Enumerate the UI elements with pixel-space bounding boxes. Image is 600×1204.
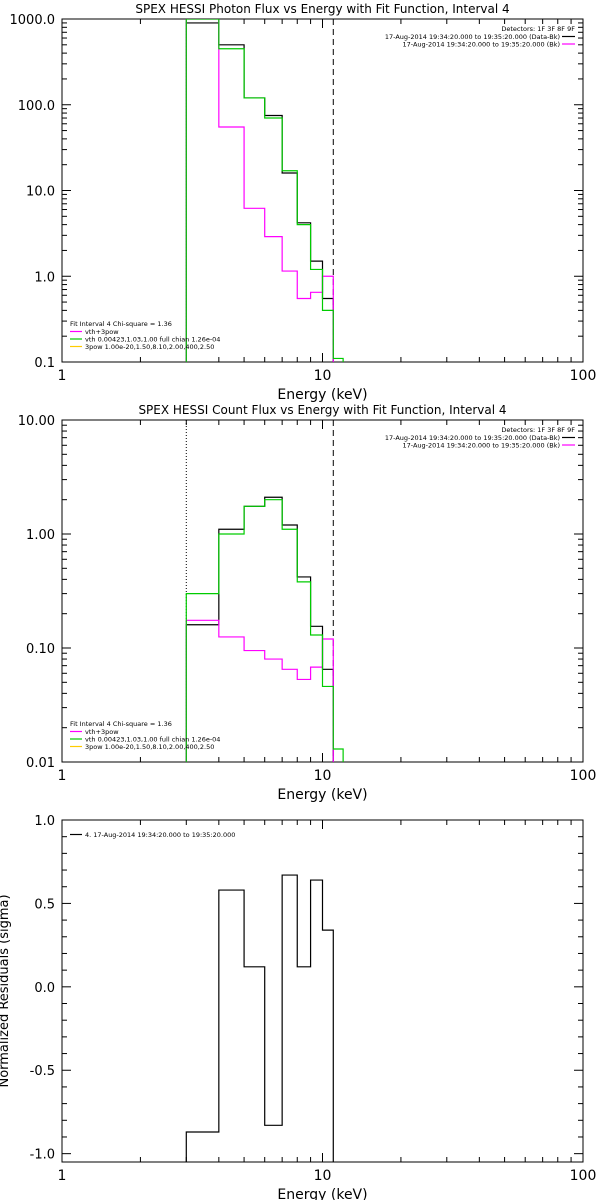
y-tick-label: 0.0 [34, 981, 55, 996]
legend-entry: 17-Aug-2014 19:34:20.000 to 19:35:20.000… [403, 442, 560, 450]
y-tick-label: 1.0 [34, 270, 55, 285]
x-tick-label: 100 [570, 768, 597, 784]
y-tick-label: 0.01 [26, 756, 55, 771]
legend-detectors: Detectors: 1F 3F 8F 9F [501, 25, 575, 33]
y-tick-label: 10.0 [26, 185, 55, 200]
x-tick-label: 100 [570, 368, 597, 384]
y-tick-label: 0.1 [34, 356, 55, 371]
series-line-1 [185, 874, 334, 1162]
series-line-3 [185, 499, 344, 762]
x-tick-label: 10 [314, 368, 332, 384]
y-tick-label: 0.10 [26, 642, 55, 657]
y-tick-label: 10.00 [18, 414, 55, 429]
y-tick-label: 1.00 [26, 528, 55, 543]
series-line-1 [185, 496, 334, 762]
y-tick-label: 1.0 [34, 814, 55, 829]
legend-entry: 3pow 1.00e-20,1.50,8.10,2.00,400,2.50 [85, 343, 214, 351]
y-axis-label: Normalized Residuals (sigma) [0, 894, 12, 1087]
legend-entry: vth 0.00423,1.03,1.00 full chian 1.26e-0… [85, 736, 220, 744]
legend-entry: 17-Aug-2014 19:34:20.000 to 19:35:20.000… [403, 41, 560, 49]
panel-2: SPEX HESSI Count Flux vs Energy with Fit… [18, 403, 597, 803]
legend-entry: vth+3pow [85, 328, 119, 336]
series-group [185, 496, 344, 762]
series-group [185, 874, 334, 1162]
series-line-3 [185, 19, 344, 362]
x-axis-label: Energy (keV) [277, 787, 367, 803]
x-tick-label: 1 [58, 768, 67, 784]
y-tick-label: -0.5 [30, 1064, 55, 1079]
panel-3: 1 10 100 Energy (keV) -1.0 -0.5 0.0 0.5 1.0 Norma… [0, 814, 597, 1203]
x-axis-label: Energy (keV) [277, 387, 367, 403]
x-tick-label: 10 [314, 768, 332, 784]
legend-entry: vth 0.00423,1.03,1.00 full chian 1.26e-0… [85, 336, 220, 344]
y-tick-label: 1000.0 [10, 13, 56, 28]
legend-fit-header: Fit Interval 4 Chi-square = 1.36 [70, 720, 172, 728]
x-tick-label: 1 [58, 368, 67, 384]
legend-entry: vth+3pow [85, 728, 119, 736]
x-tick-label: 100 [570, 1168, 597, 1184]
x-tick-label: 10 [314, 1168, 332, 1184]
series-group [185, 19, 344, 362]
plot-frame [61, 819, 584, 1163]
chart-title: SPEX HESSI Photon Flux vs Energy with Fi… [135, 2, 509, 16]
y-tick-label: -1.0 [30, 1148, 55, 1163]
legend-entry: 3pow 1.00e-20,1.50,8.10,2.00,400,2.50 [85, 743, 214, 751]
legend-entry: 17-Aug-2014 19:34:20.000 to 19:35:20.000… [385, 434, 560, 442]
series-line-1 [185, 22, 334, 362]
legend-entry: 17-Aug-2014 19:34:20.000 to 19:35:20.000… [385, 33, 560, 41]
plot-frame [61, 419, 584, 763]
legend-detectors: Detectors: 1F 3F 8F 9F [501, 426, 575, 434]
x-axis-label: Energy (keV) [277, 1187, 367, 1200]
legend-fit-header: Fit Interval 4 Chi-square = 1.36 [70, 320, 172, 328]
series-line-2 [185, 19, 334, 362]
y-tick-label: 100.0 [18, 99, 55, 114]
panel-1: SPEX HESSI Photon Flux vs Energy with Fi… [10, 2, 597, 403]
x-tick-label: 1 [58, 1168, 67, 1184]
y-tick-label: 0.5 [34, 897, 55, 912]
chart-title: SPEX HESSI Count Flux vs Energy with Fit… [138, 403, 506, 417]
legend-entry: 4. 17-Aug-2014 19:34:20.000 to 19:35:20.… [85, 831, 235, 839]
